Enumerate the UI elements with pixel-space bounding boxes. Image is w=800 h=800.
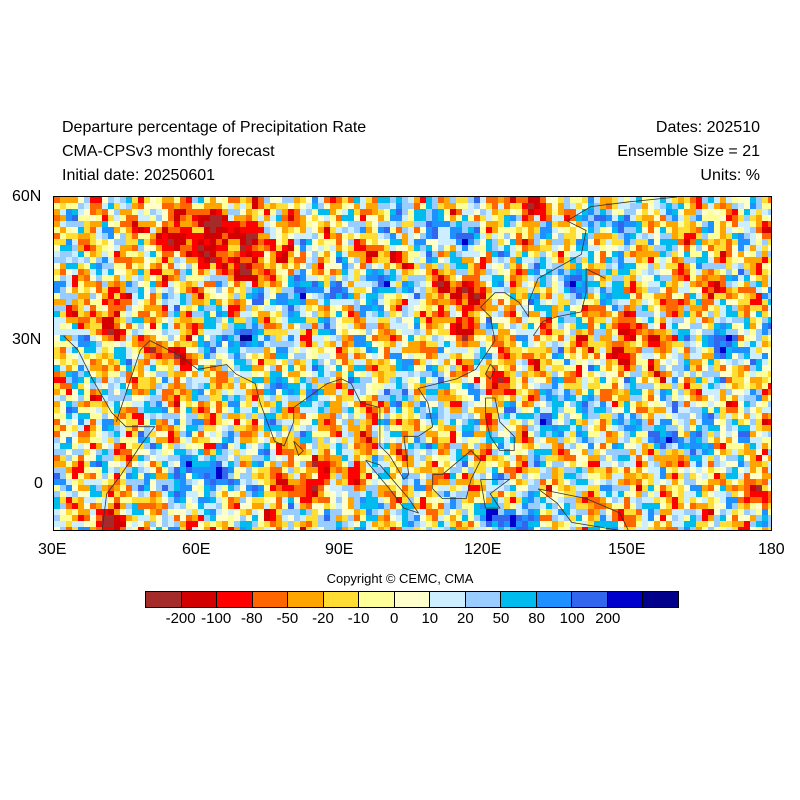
lat-tick-0: 0: [34, 475, 43, 492]
colorbar-label: 20: [457, 610, 474, 627]
precipitation-anomaly-map: [53, 196, 772, 531]
dates-label: Dates: 202510: [655, 119, 760, 136]
colorbar-swatch: [359, 592, 395, 607]
colorbar-label: -80: [240, 610, 263, 627]
colorbar-swatch: [572, 592, 608, 607]
colorbar-swatch: [465, 592, 502, 607]
colorbar-swatch: [288, 592, 324, 607]
ensemble-size-label: Ensemble Size = 21: [617, 143, 760, 160]
colorbar-label: -10: [347, 610, 370, 627]
colorbar-label: -20: [312, 610, 334, 627]
colorbar-swatch: [323, 592, 360, 607]
colorbar-label: 100: [559, 610, 585, 627]
colorbar-swatch: [607, 592, 644, 607]
colorbar: [145, 591, 679, 608]
lon-tick-120e: 120E: [464, 541, 502, 558]
lon-tick-150e: 150E: [608, 541, 646, 558]
lon-tick-90e: 90E: [325, 541, 354, 558]
anomaly-field: [54, 197, 771, 530]
colorbar-label: -50: [276, 610, 299, 627]
model-subtitle: CMA-CPSv3 monthly forecast: [62, 143, 275, 160]
plot-title: Departure percentage of Precipitation Ra…: [62, 119, 367, 136]
colorbar-swatch: [394, 592, 431, 607]
colorbar-swatch: [643, 592, 678, 607]
lat-tick-60n: 60N: [12, 188, 42, 205]
initial-date-label: Initial date: 20250601: [62, 167, 216, 184]
colorbar-label: 200: [595, 610, 621, 627]
colorbar-label: -100: [201, 610, 232, 627]
colorbar-swatch: [181, 592, 218, 607]
colorbar-label: 50: [492, 610, 510, 627]
lat-tick-30n: 30N: [12, 331, 42, 348]
colorbar-swatch: [430, 592, 466, 607]
colorbar-label: -200: [165, 610, 196, 627]
colorbar-label: 10: [421, 610, 439, 627]
lon-tick-30e: 30E: [38, 541, 67, 558]
lon-tick-60e: 60E: [182, 541, 211, 558]
lon-tick-180: 180: [758, 541, 785, 558]
colorbar-label: 0: [390, 610, 399, 627]
colorbar-swatch: [217, 592, 253, 607]
colorbar-label: 80: [528, 610, 545, 627]
colorbar-swatch: [146, 592, 182, 607]
copyright-notice: Copyright © CEMC, CMA: [326, 571, 474, 586]
colorbar-swatch: [252, 592, 289, 607]
colorbar-swatch: [536, 592, 573, 607]
colorbar-swatch: [501, 592, 537, 607]
units-label: Units: %: [700, 167, 760, 184]
